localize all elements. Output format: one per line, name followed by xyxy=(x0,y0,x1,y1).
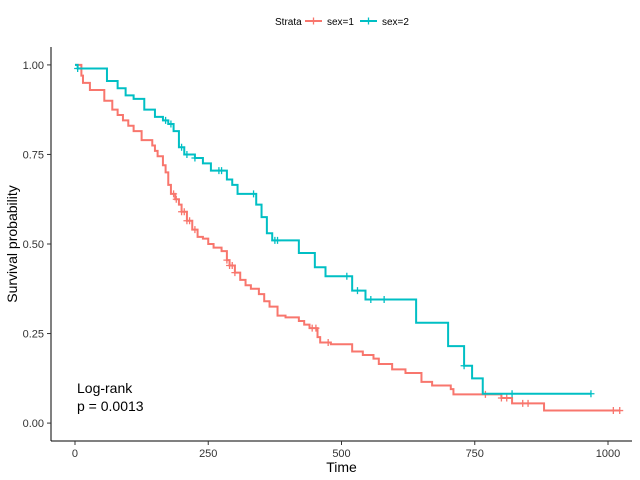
y-tick-label: 0.00 xyxy=(23,418,44,430)
logrank-annotation: Log-rank p = 0.0013 xyxy=(77,380,144,414)
pvalue-label: p = 0.0013 xyxy=(77,398,144,414)
censor-mark xyxy=(228,261,236,269)
censor-mark xyxy=(231,269,239,277)
x-tick-label: 750 xyxy=(466,448,484,460)
x-tick-label: 1000 xyxy=(596,448,620,460)
logrank-label: Log-rank xyxy=(77,380,133,396)
series-2 xyxy=(74,63,595,398)
censor-mark xyxy=(508,390,516,398)
censor-mark xyxy=(218,167,226,175)
censor-mark xyxy=(367,296,375,304)
censor-mark xyxy=(167,120,175,128)
censor-mark xyxy=(186,217,194,225)
censor-mark xyxy=(353,287,361,295)
y-axis-title: Survival probability xyxy=(4,185,20,303)
censor-mark xyxy=(503,394,511,402)
censor-mark xyxy=(587,390,595,398)
x-tick-label: 250 xyxy=(199,448,217,460)
x-tick-label: 0 xyxy=(72,448,78,460)
censor-mark xyxy=(250,190,258,198)
censor-mark xyxy=(223,256,231,264)
y-tick-label: 0.75 xyxy=(23,149,44,161)
censor-mark xyxy=(524,399,532,407)
censor-mark xyxy=(324,339,332,346)
censor-mark xyxy=(312,324,320,332)
y-tick-label: 0.25 xyxy=(23,329,44,341)
legend-entry: sex=1 xyxy=(327,17,354,28)
censor-mark xyxy=(191,154,199,162)
y-tick-label: 0.50 xyxy=(23,239,44,251)
censor-mark xyxy=(162,116,170,124)
legend-title: Strata xyxy=(275,17,302,28)
legend-entry: sex=2 xyxy=(382,17,409,28)
legend: Strata sex=1 sex=2 xyxy=(275,17,409,28)
plot-area xyxy=(74,63,624,415)
censor-mark xyxy=(609,407,617,415)
series-1 xyxy=(74,63,624,415)
censor-mark xyxy=(460,362,468,370)
censor-mark xyxy=(180,208,188,216)
censor-mark xyxy=(172,195,180,203)
censor-mark xyxy=(74,64,82,72)
y-tick-label: 1.00 xyxy=(23,60,44,72)
censor-mark xyxy=(178,143,186,151)
censor-mark xyxy=(274,236,282,244)
censor-mark xyxy=(183,150,191,158)
censor-mark xyxy=(343,272,351,280)
axes: 0 250 500 750 1000 0.00 0.25 0.50 0.75 1.00 Time Su… xyxy=(4,47,632,475)
x-axis-title: Time xyxy=(326,459,357,475)
censor-mark xyxy=(380,296,388,304)
censor-mark xyxy=(616,407,624,415)
censor-mark xyxy=(191,226,199,234)
x-tick-label: 500 xyxy=(332,448,350,460)
censor-mark xyxy=(170,190,178,198)
